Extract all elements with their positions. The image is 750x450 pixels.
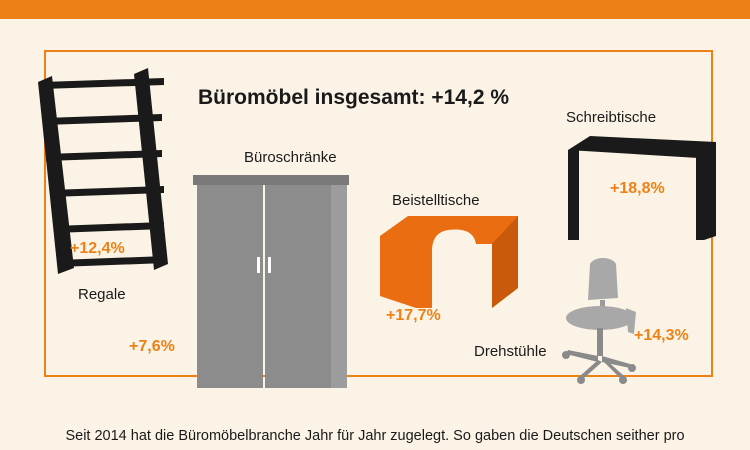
side-table-icon xyxy=(380,216,518,308)
schreibtische-label: Schreibtische xyxy=(566,109,657,126)
drehstuehle-label: Drehstühle xyxy=(474,343,547,360)
schraenke-label: Büroschränke xyxy=(244,149,337,166)
drehstuehle-change: +14,3% xyxy=(634,327,689,344)
header-bar xyxy=(0,0,750,19)
cabinet-icon xyxy=(193,175,349,388)
beistelltische-label: Beistelltische xyxy=(392,192,480,209)
headline: Büromöbel insgesamt: +14,2 % xyxy=(198,86,510,109)
beistelltische-change: +17,7% xyxy=(386,307,441,324)
swivel-chair-icon xyxy=(562,258,636,384)
regale-label: Regale xyxy=(78,286,126,303)
schreibtische-change: +18,8% xyxy=(610,180,665,197)
regale-change: +12,4% xyxy=(70,240,125,257)
shelf-icon xyxy=(38,68,168,274)
caption-text: Seit 2014 hat die Büromöbelbranche Jahr … xyxy=(65,428,685,444)
schraenke-change: +7,6% xyxy=(129,338,175,355)
desk-icon xyxy=(568,136,716,240)
